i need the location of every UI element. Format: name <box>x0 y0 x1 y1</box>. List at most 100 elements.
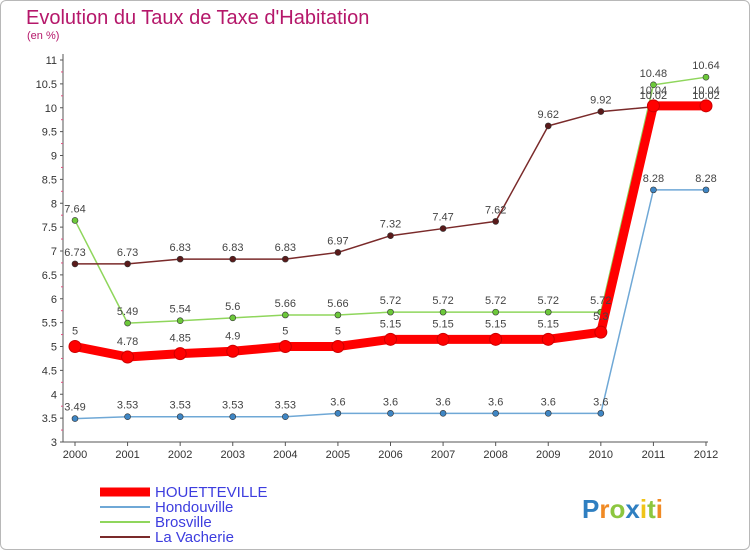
data-label-houetteville: 5.15 <box>485 318 506 330</box>
data-label-hondouville: 8.28 <box>695 173 716 185</box>
data-label-houetteville: 5 <box>335 326 341 338</box>
y-tick-label: 10.5 <box>36 79 57 91</box>
data-point-brosville <box>544 308 552 316</box>
brand-letter: t <box>647 494 656 524</box>
data-label-houetteville: 10.04 <box>640 85 668 97</box>
data-label-brosville: 5.72 <box>485 295 506 307</box>
data-point-brosville <box>282 311 289 319</box>
data-point-houetteville <box>594 325 608 339</box>
data-point-hondouville <box>439 410 447 417</box>
data-point-houetteville <box>121 350 135 364</box>
proxiti-logo: Proxiti <box>582 494 663 524</box>
data-point-houetteville <box>541 332 555 346</box>
data-label-brosville: 5.72 <box>380 295 401 307</box>
data-label-la-vacherie: 6.73 <box>64 247 85 259</box>
x-tick-label: 2008 <box>483 449 507 461</box>
data-label-brosville: 7.64 <box>64 203 85 215</box>
y-tick-label: 3.5 <box>42 413 57 425</box>
data-point-hondouville <box>597 410 605 417</box>
y-tick-label: 11 <box>46 55 57 67</box>
series-line-la-vacherie <box>74 106 707 265</box>
data-point-hondouville <box>492 410 499 417</box>
data-label-hondouville: 3.6 <box>593 396 608 408</box>
data-point-hondouville <box>334 410 342 417</box>
data-label-la-vacherie: 6.83 <box>169 242 190 254</box>
data-point-brosville <box>702 73 710 81</box>
data-point-la-vacherie <box>71 260 79 268</box>
legend-label-houetteville: HOUETTEVILLE <box>155 484 268 501</box>
data-point-houetteville <box>278 340 292 353</box>
data-point-la-vacherie <box>597 108 605 115</box>
data-point-la-vacherie <box>492 218 499 225</box>
data-point-houetteville <box>331 340 345 353</box>
data-label-brosville: 5.49 <box>117 306 138 318</box>
data-point-la-vacherie <box>387 232 394 240</box>
data-label-hondouville: 3.49 <box>64 402 85 414</box>
data-label-hondouville: 3.6 <box>383 396 398 408</box>
data-point-hondouville <box>702 186 710 194</box>
data-point-houetteville <box>646 99 660 113</box>
y-tick-label: 6 <box>51 294 57 306</box>
axes: 3 3.5 4 4.5 5 5.5 6 6.5 7 7.5 8 8.5 9 9.5 10 10.5 11 2000… <box>36 54 718 461</box>
data-label-brosville: 10.64 <box>692 60 720 72</box>
data-label-brosville: 5.72 <box>432 295 453 307</box>
data-label-houetteville: 10.04 <box>692 85 720 97</box>
data-point-hondouville <box>387 410 394 417</box>
data-label-brosville: 5.72 <box>590 295 611 307</box>
x-tick-label: 2003 <box>221 449 245 461</box>
data-point-brosville <box>71 217 79 224</box>
data-label-houetteville: 4.78 <box>117 336 138 348</box>
brand-letter: x <box>625 494 640 524</box>
data-label-la-vacherie: 6.83 <box>275 242 296 254</box>
legend-label-la-vacherie: La Vacherie <box>155 529 234 546</box>
x-tick-label: 2000 <box>63 449 87 461</box>
data-label-houetteville: 4.9 <box>225 330 240 342</box>
data-label-la-vacherie: 6.83 <box>222 242 243 254</box>
data-point-houetteville <box>68 340 82 353</box>
x-tick-label: 2006 <box>378 449 402 461</box>
y-tick-label: 5.5 <box>42 318 57 330</box>
data-point-la-vacherie <box>176 255 184 263</box>
data-label-hondouville: 3.6 <box>330 396 345 408</box>
y-tick-label: 4.5 <box>42 365 57 377</box>
data-point-brosville <box>229 314 237 322</box>
brand-letter: r <box>599 494 609 524</box>
data-point-houetteville <box>384 332 397 346</box>
y-tick-label: 8.5 <box>42 174 57 186</box>
data-label-houetteville: 5.3 <box>593 311 608 323</box>
data-point-brosville <box>650 81 657 89</box>
data-point-brosville <box>176 317 184 325</box>
data-point-la-vacherie <box>334 249 342 256</box>
data-label-la-vacherie: 7.32 <box>380 219 401 231</box>
data-label-hondouville: 3.53 <box>222 400 243 412</box>
y-tick-label: 6.5 <box>42 270 57 282</box>
y-tick-label: 3 <box>51 437 57 449</box>
data-point-hondouville <box>124 413 131 420</box>
data-point-houetteville <box>173 347 187 361</box>
data-point-la-vacherie <box>544 122 552 130</box>
series-layer <box>68 73 713 422</box>
x-tick-label: 2002 <box>168 449 192 461</box>
data-point-hondouville <box>71 415 79 422</box>
data-point-houetteville <box>699 99 713 113</box>
data-label-hondouville: 3.6 <box>488 396 503 408</box>
data-point-houetteville <box>489 332 503 346</box>
brand-letter: i <box>656 494 663 524</box>
data-point-hondouville <box>229 413 237 420</box>
chart-unit: (en %) <box>27 30 59 42</box>
data-label-houetteville: 5 <box>282 326 288 338</box>
data-point-houetteville <box>436 332 450 346</box>
y-tick-label: 9.5 <box>42 127 57 139</box>
data-label-la-vacherie: 6.73 <box>117 247 138 259</box>
data-label-hondouville: 3.53 <box>117 400 138 412</box>
data-label-houetteville: 5.15 <box>380 318 401 330</box>
data-point-brosville <box>387 308 394 316</box>
brand-letter: o <box>609 494 625 524</box>
data-labels-layer: 3.49 3.53 3.53 3.53 3.53 3.6 3.6 3.6 3.6 3.6 3.6 8.… <box>64 60 719 413</box>
data-label-hondouville: 3.53 <box>169 400 190 412</box>
data-point-hondouville <box>544 410 552 417</box>
data-point-brosville <box>334 311 342 319</box>
data-label-brosville: 10.48 <box>640 68 668 80</box>
